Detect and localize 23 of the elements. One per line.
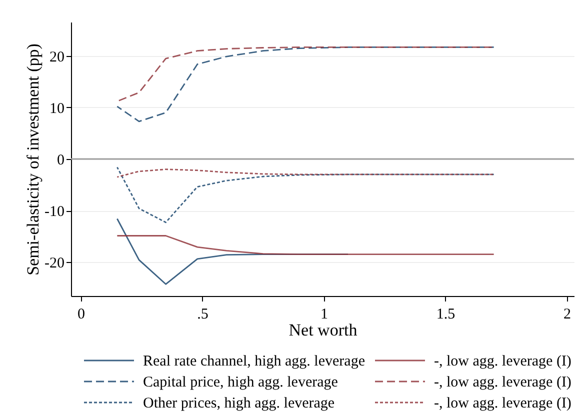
y-axis-title: Semi-elasticity of investment (pp) [24,44,43,276]
x-tick-label: 1.5 [436,306,456,322]
x-axis-title: Net worth [288,320,358,340]
line-series [116,166,495,224]
legend-label: Capital price, high agg. leverage [143,374,338,390]
line-series [116,168,495,178]
y-tick-label: -10 [44,204,64,220]
line-series [116,46,495,122]
legend-label: Other prices, high agg. leverage [143,396,335,412]
y-tick-label: -20 [44,256,64,272]
x-tick-label: .5 [197,306,208,322]
line-series [116,46,495,102]
legend-label: Real rate channel, high agg. leverage [143,354,366,370]
x-tick-label: 0 [77,306,85,322]
legend-label: -, low agg. leverage (I) [434,396,572,412]
y-tick-label: 20 [50,49,64,66]
x-tick-label: 1 [320,306,328,322]
x-tick-label: 2 [563,306,571,322]
y-tick-label: 0 [57,152,64,168]
legend-label: -, low agg. leverage (I) [434,374,572,390]
legend-label: -, low agg. leverage (I) [434,354,572,370]
y-tick-label: 10 [50,100,64,117]
line-series [116,235,495,255]
